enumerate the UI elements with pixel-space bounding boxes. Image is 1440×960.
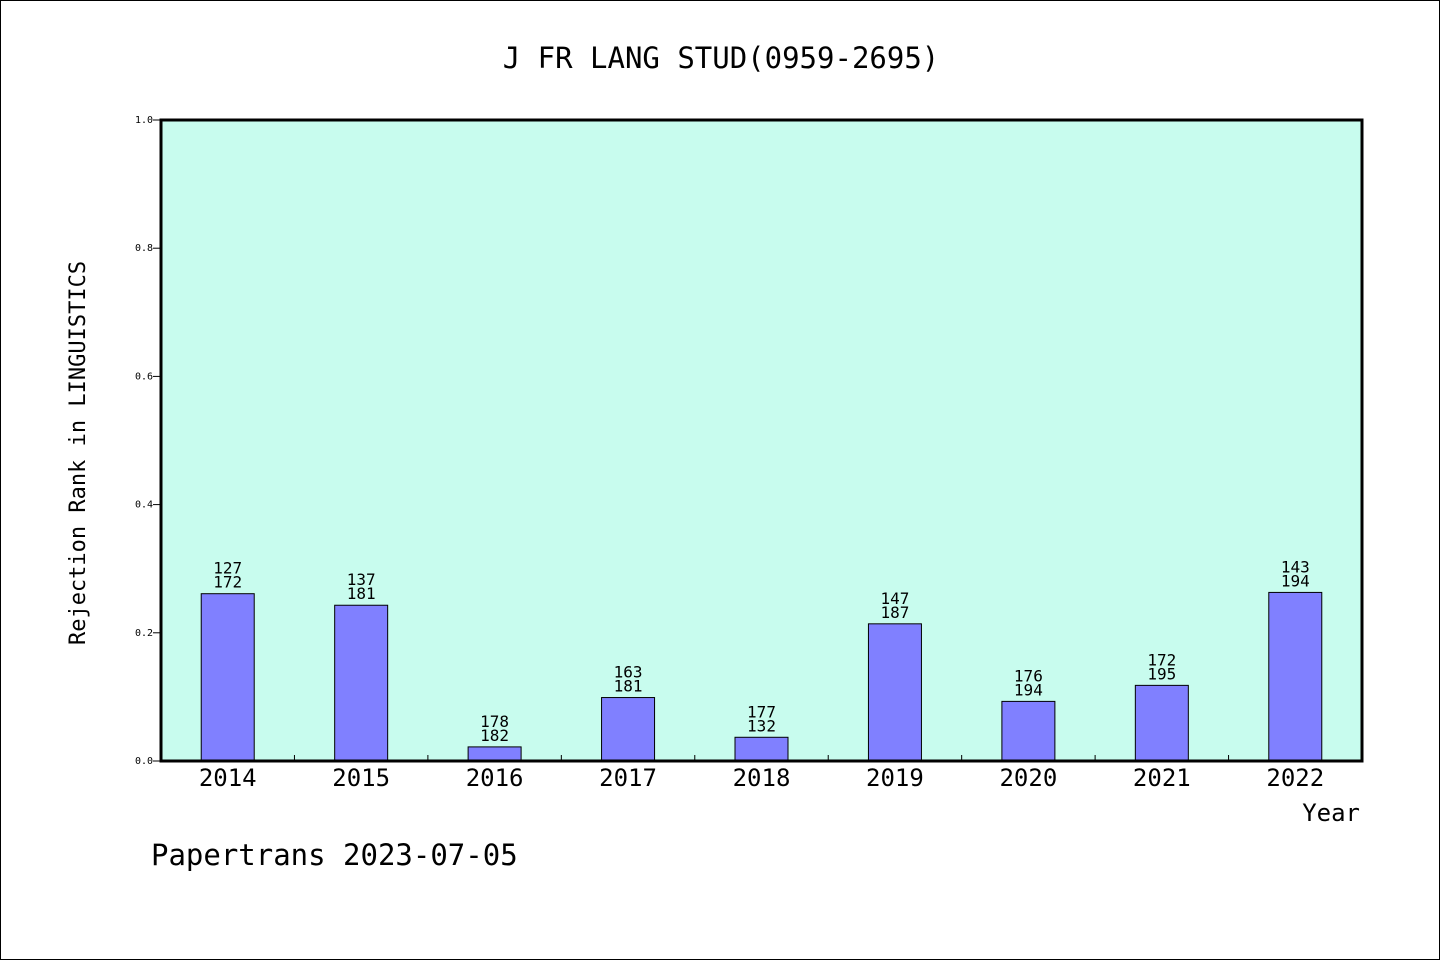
- footer-credit: Papertrans 2023-07-05: [151, 838, 518, 872]
- y-tick-label: 0.0: [135, 756, 153, 767]
- bar-label-bottom: 182: [480, 726, 509, 745]
- bar-label-bottom: 172: [213, 573, 242, 592]
- y-tick-label: 1.0: [135, 115, 153, 126]
- x-tick-label: 2017: [599, 764, 657, 792]
- bar: [334, 604, 389, 762]
- x-tick-label: 2019: [866, 764, 924, 792]
- y-tick-label: 0.4: [135, 500, 153, 511]
- y-tick-label: 0.8: [135, 243, 153, 254]
- bar-label-top: 176: [1014, 666, 1043, 685]
- bar-label-top: 147: [880, 589, 909, 608]
- bar: [467, 746, 522, 762]
- bar-label-top: 172: [1147, 650, 1176, 669]
- bar-label-bottom: 132: [747, 716, 776, 735]
- bar: [867, 623, 922, 762]
- y-tick-label: 0.2: [135, 628, 153, 639]
- bar: [1268, 591, 1323, 762]
- bar-label-top: 143: [1281, 557, 1310, 576]
- bar-label-top: 137: [347, 570, 376, 589]
- bar-label-bottom: 194: [1014, 680, 1043, 699]
- x-tick-label: 2021: [1133, 764, 1191, 792]
- bar: [734, 736, 789, 762]
- plot-border: [159, 118, 1364, 763]
- x-tick-label: 2022: [1266, 764, 1324, 792]
- chart-title: J FR LANG STUD(0959-2695): [503, 41, 940, 75]
- x-tick-label: 2015: [332, 764, 390, 792]
- bar-label-top: 177: [747, 702, 776, 721]
- x-tick-label: 2018: [733, 764, 791, 792]
- bar-label-top: 178: [480, 712, 509, 731]
- y-tick-label: 0.6: [135, 371, 153, 382]
- bar-label-top: 127: [213, 559, 242, 578]
- x-axis-label: Year: [1302, 799, 1360, 827]
- bar: [1134, 684, 1189, 762]
- x-tick-label: 2014: [199, 764, 257, 792]
- bar: [200, 593, 255, 762]
- x-tick-label: 2016: [466, 764, 524, 792]
- bar-label-bottom: 195: [1147, 664, 1176, 683]
- bar-label-bottom: 181: [614, 677, 643, 696]
- bar-label-top: 163: [614, 663, 643, 682]
- bar: [1001, 700, 1056, 762]
- x-tick-label: 2020: [999, 764, 1057, 792]
- bar-label-bottom: 181: [347, 584, 376, 603]
- bar-label-bottom: 194: [1281, 571, 1310, 590]
- y-axis-label: Rejection Rank in LINGUISTICS: [66, 261, 91, 645]
- bar-label-bottom: 187: [880, 603, 909, 622]
- bar: [601, 697, 656, 762]
